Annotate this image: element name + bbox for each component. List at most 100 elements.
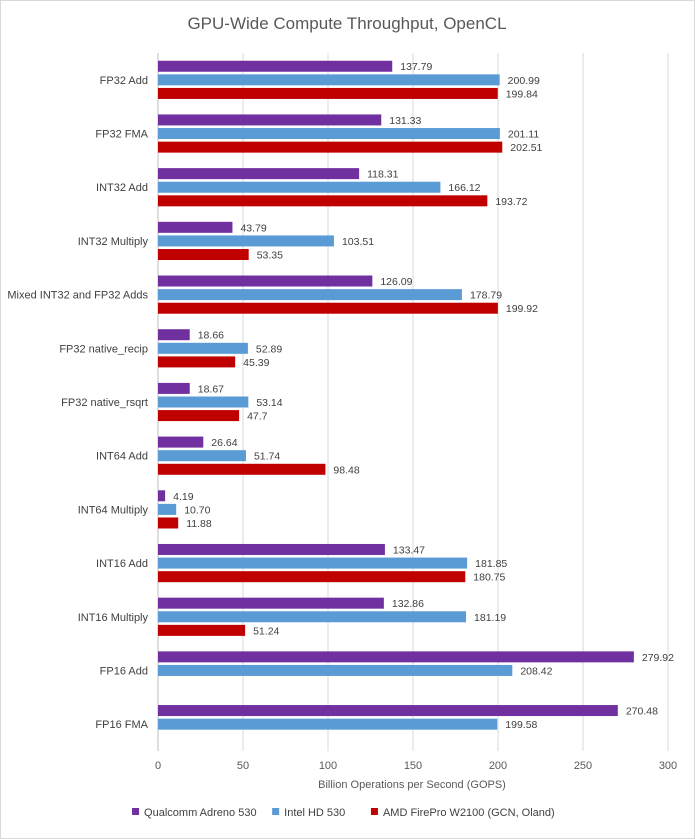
- bar-0: [158, 382, 190, 394]
- data-label: 133.47: [393, 544, 425, 556]
- legend-label: Intel HD 530: [284, 807, 345, 819]
- data-label: 53.35: [257, 250, 283, 262]
- bar-0: [158, 275, 373, 287]
- data-label: 47.7: [247, 411, 268, 423]
- bars: [158, 60, 634, 730]
- category-label: FP16 FMA: [95, 719, 148, 731]
- x-tick-label: 300: [659, 760, 677, 772]
- data-label: 180.75: [473, 572, 505, 584]
- data-label: 200.99: [508, 75, 540, 87]
- value-axis: 0 50 100 150 200 250 300: [155, 760, 677, 772]
- x-tick-label: 200: [489, 760, 507, 772]
- category-label: FP32 native_rsqrt: [61, 397, 148, 409]
- data-label: 199.58: [505, 719, 537, 731]
- x-tick-label: 50: [237, 760, 249, 772]
- bar-2: [158, 141, 503, 153]
- data-label: 199.84: [506, 88, 538, 100]
- data-label: 131.33: [389, 115, 421, 127]
- bar-0: [158, 651, 634, 663]
- bar-2: [158, 195, 488, 207]
- bar-2: [158, 302, 498, 314]
- bar-1: [158, 718, 498, 730]
- bar-0: [158, 168, 360, 180]
- bar-2: [158, 517, 179, 529]
- data-label: 52.89: [256, 343, 282, 355]
- data-label: 118.31: [367, 169, 398, 181]
- bar-0: [158, 597, 384, 609]
- bar-0: [158, 114, 382, 126]
- data-label: 98.48: [333, 464, 359, 476]
- legend: Qualcomm Adreno 530 Intel HD 530 AMD FireP…: [132, 807, 555, 819]
- bar-2: [158, 410, 240, 422]
- category-label: INT64 Multiply: [78, 504, 149, 516]
- data-label: 103.51: [342, 236, 374, 248]
- data-label: 166.12: [448, 182, 480, 194]
- data-label: 270.48: [626, 706, 658, 718]
- data-label: 137.79: [400, 61, 432, 73]
- legend-label: AMD FirePro W2100 (GCN, Oland): [383, 807, 555, 819]
- category-label: INT32 Multiply: [78, 236, 149, 248]
- bar-2: [158, 624, 246, 636]
- category-label: INT16 Add: [96, 558, 148, 570]
- data-label: 201.11: [508, 129, 539, 141]
- bar-1: [158, 611, 467, 623]
- bar-1: [158, 503, 177, 515]
- bar-1: [158, 557, 468, 569]
- data-label: 178.79: [470, 290, 502, 302]
- x-tick-label: 0: [155, 760, 161, 772]
- data-label: 132.86: [392, 598, 424, 610]
- x-tick-label: 250: [574, 760, 592, 772]
- chart-title: GPU-Wide Compute Throughput, OpenCL: [187, 14, 506, 33]
- category-label: INT64 Add: [96, 451, 148, 463]
- bar-0: [158, 705, 618, 717]
- category-label: FP32 native_recip: [59, 343, 148, 355]
- bar-0: [158, 436, 204, 448]
- data-label: 181.19: [474, 612, 506, 624]
- bar-2: [158, 571, 466, 583]
- data-label: 199.92: [506, 303, 538, 315]
- bar-0: [158, 60, 393, 72]
- data-label: 10.70: [184, 504, 210, 516]
- category-label: FP32 Add: [100, 75, 148, 87]
- bar-0: [158, 221, 233, 233]
- legend-swatch: [132, 808, 140, 815]
- bar-1: [158, 450, 246, 462]
- bar-1: [158, 235, 334, 247]
- bar-1: [158, 342, 248, 354]
- data-label: 202.51: [510, 142, 542, 154]
- bar-1: [158, 181, 441, 193]
- category-label: INT32 Add: [96, 182, 148, 194]
- data-label: 26.64: [211, 437, 237, 449]
- data-label: 45.39: [243, 357, 269, 369]
- data-label: 51.24: [253, 625, 279, 637]
- legend-swatch: [370, 808, 378, 815]
- legend-label: Qualcomm Adreno 530: [144, 807, 257, 819]
- x-axis-title: Billion Operations per Second (GOPS): [318, 779, 506, 791]
- data-label: 51.74: [254, 451, 280, 463]
- data-label: 18.67: [198, 383, 224, 395]
- legend-swatch: [272, 808, 280, 815]
- bar-2: [158, 249, 249, 261]
- category-label: Mixed INT32 and FP32 Adds: [7, 290, 148, 302]
- bar-2: [158, 87, 498, 99]
- category-axis: FP32 Add FP32 FMA INT32 Add INT32 Multiply M…: [7, 75, 148, 731]
- data-label: 208.42: [520, 665, 552, 677]
- data-label: 181.85: [475, 558, 507, 570]
- data-label: 279.92: [642, 652, 674, 664]
- bar-1: [158, 396, 249, 408]
- x-tick-label: 100: [319, 760, 337, 772]
- category-label: FP32 FMA: [95, 129, 148, 141]
- data-label: 126.09: [380, 276, 412, 288]
- x-tick-label: 150: [404, 760, 422, 772]
- bar-2: [158, 356, 236, 368]
- category-label: INT16 Multiply: [78, 612, 149, 624]
- bar-1: [158, 128, 500, 140]
- bar-0: [158, 329, 190, 341]
- data-label: 43.79: [240, 222, 266, 234]
- category-label: FP16 Add: [100, 665, 148, 677]
- data-label: 11.88: [186, 518, 212, 530]
- data-label: 53.14: [256, 397, 282, 409]
